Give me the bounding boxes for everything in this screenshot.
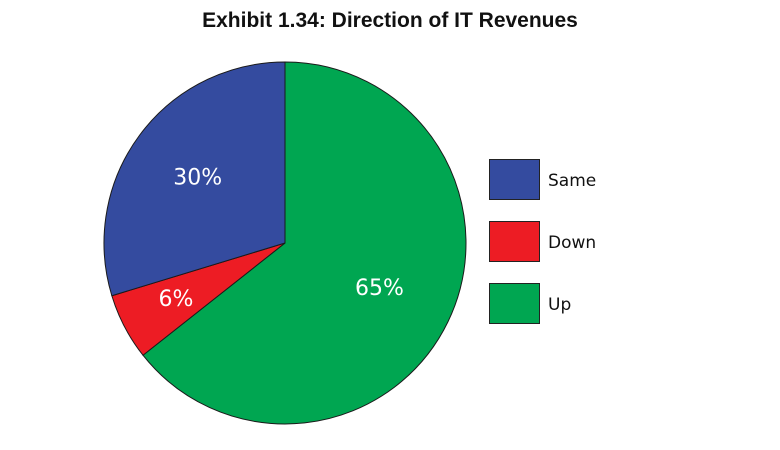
pie-slice-up [142,61,467,425]
chart-title: Exhibit 1.34: Direction of IT Revenues [202,9,578,32]
legend-label-down: Down [548,233,597,253]
pie-slice-same [103,61,286,297]
slice-label-same: 30% [173,165,222,190]
legend-swatch-up [489,283,540,324]
legend-label-up: Up [548,295,572,315]
legend-label-same: Same [548,171,597,191]
slice-label-up: 65% [355,276,404,301]
slice-label-down: 6% [158,287,193,312]
legend-swatch-down [489,221,540,262]
legend-swatch-same [489,159,540,200]
